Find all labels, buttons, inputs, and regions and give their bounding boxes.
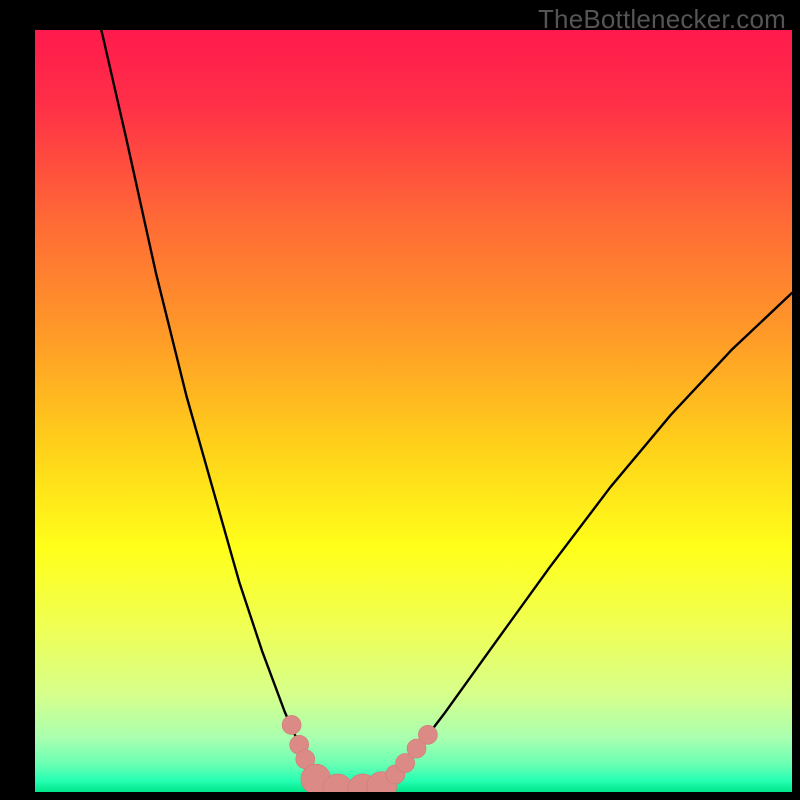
data-marker [418, 725, 437, 744]
watermark-text: TheBottlenecker.com [538, 4, 786, 35]
plot-background [35, 30, 792, 792]
chart-svg [0, 0, 800, 800]
chart-root: TheBottlenecker.com [0, 0, 800, 800]
data-marker [282, 715, 301, 734]
